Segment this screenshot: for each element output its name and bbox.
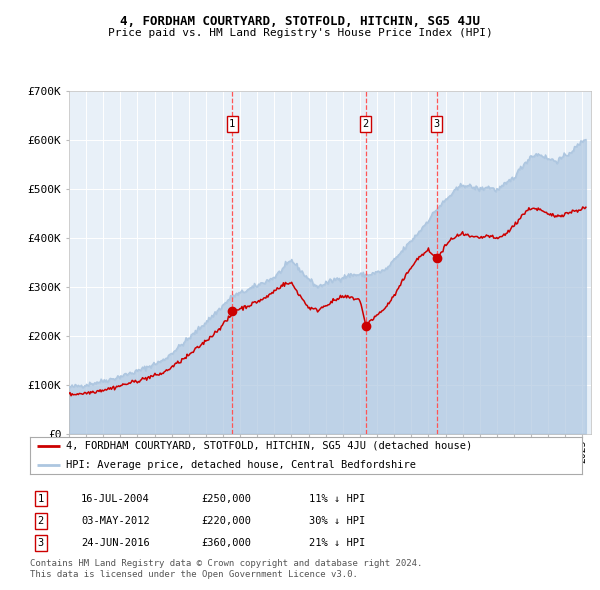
Text: 3: 3 <box>433 119 440 129</box>
Text: Contains HM Land Registry data © Crown copyright and database right 2024.
This d: Contains HM Land Registry data © Crown c… <box>30 559 422 579</box>
Text: 1: 1 <box>38 494 44 503</box>
Text: 1: 1 <box>229 119 235 129</box>
Text: 2: 2 <box>362 119 369 129</box>
Text: 4, FORDHAM COURTYARD, STOTFOLD, HITCHIN, SG5 4JU (detached house): 4, FORDHAM COURTYARD, STOTFOLD, HITCHIN,… <box>66 441 472 451</box>
Text: 21% ↓ HPI: 21% ↓ HPI <box>309 539 365 548</box>
Text: 30% ↓ HPI: 30% ↓ HPI <box>309 516 365 526</box>
Text: £250,000: £250,000 <box>201 494 251 503</box>
Text: 03-MAY-2012: 03-MAY-2012 <box>81 516 150 526</box>
Text: Price paid vs. HM Land Registry's House Price Index (HPI): Price paid vs. HM Land Registry's House … <box>107 28 493 38</box>
Text: 2: 2 <box>38 516 44 526</box>
Text: £220,000: £220,000 <box>201 516 251 526</box>
Text: 3: 3 <box>38 539 44 548</box>
Text: 24-JUN-2016: 24-JUN-2016 <box>81 539 150 548</box>
Text: HPI: Average price, detached house, Central Bedfordshire: HPI: Average price, detached house, Cent… <box>66 460 416 470</box>
Text: 4, FORDHAM COURTYARD, STOTFOLD, HITCHIN, SG5 4JU: 4, FORDHAM COURTYARD, STOTFOLD, HITCHIN,… <box>120 15 480 28</box>
Text: 11% ↓ HPI: 11% ↓ HPI <box>309 494 365 503</box>
Text: 16-JUL-2004: 16-JUL-2004 <box>81 494 150 503</box>
Text: £360,000: £360,000 <box>201 539 251 548</box>
